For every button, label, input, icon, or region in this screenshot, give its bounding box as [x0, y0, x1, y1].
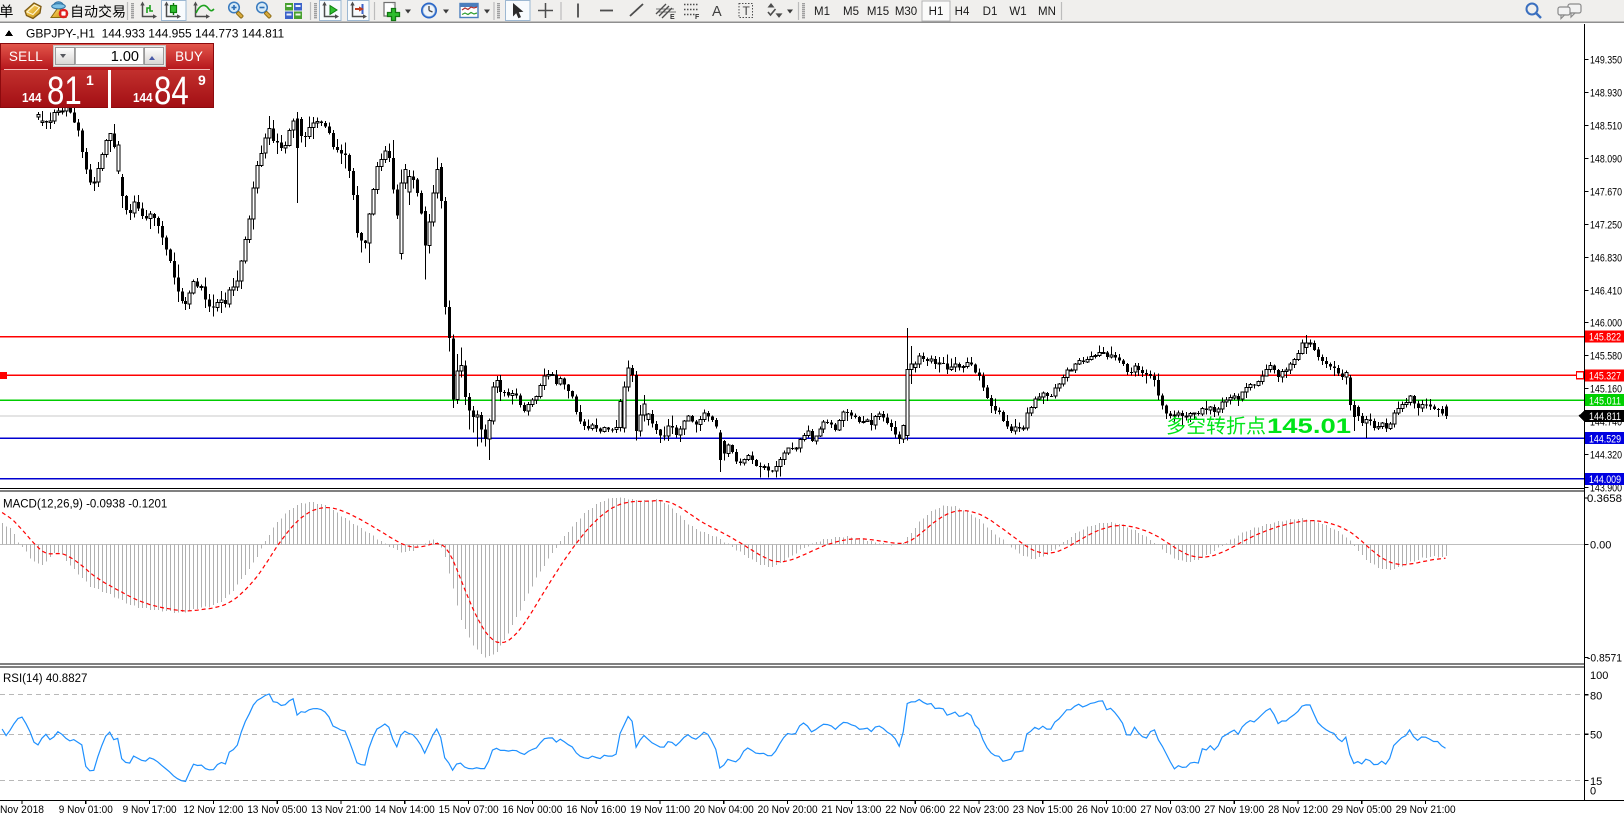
- svg-text:148.930: 148.930: [1590, 87, 1622, 99]
- svg-text:80: 80: [1590, 690, 1602, 702]
- svg-text:16 Nov 00:00: 16 Nov 00:00: [502, 804, 562, 816]
- svg-text:16 Nov 16:00: 16 Nov 16:00: [566, 804, 626, 816]
- svg-text:D1: D1: [983, 6, 998, 18]
- svg-text:148.510: 148.510: [1590, 120, 1622, 132]
- svg-text:144.009: 144.009: [1589, 474, 1621, 486]
- svg-text:E: E: [670, 14, 675, 21]
- svg-text:13 Nov 05:00: 13 Nov 05:00: [247, 804, 307, 816]
- svg-text:MACD(12,26,9) -0.0938 -0.1201: MACD(12,26,9) -0.0938 -0.1201: [3, 499, 167, 511]
- svg-text:145.011: 145.011: [1589, 395, 1621, 407]
- svg-text:T: T: [743, 4, 751, 18]
- svg-text:144.320: 144.320: [1590, 450, 1622, 462]
- svg-text:20 Nov 20:00: 20 Nov 20:00: [758, 804, 818, 816]
- svg-text:19 Nov 11:00: 19 Nov 11:00: [630, 804, 690, 816]
- svg-text:29 Nov 21:00: 29 Nov 21:00: [1396, 804, 1456, 816]
- svg-text:GBPJPY-,H1 144.933 144.955 14: GBPJPY-,H1 144.933 144.955 144.773 144.8…: [26, 27, 285, 41]
- svg-text:22 Nov 06:00: 22 Nov 06:00: [885, 804, 945, 816]
- svg-text:M1: M1: [814, 6, 830, 18]
- svg-text:28 Nov 12:00: 28 Nov 12:00: [1268, 804, 1328, 816]
- svg-text:9 Nov 17:00: 9 Nov 17:00: [123, 804, 177, 816]
- svg-text:F: F: [695, 14, 700, 21]
- svg-text:M5: M5: [843, 6, 859, 18]
- svg-text:H4: H4: [955, 6, 970, 18]
- svg-text:145.01: 145.01: [1267, 415, 1351, 438]
- svg-text:0: 0: [1590, 786, 1596, 798]
- svg-text:145.160: 145.160: [1590, 384, 1622, 396]
- svg-text:9 Nov 01:00: 9 Nov 01:00: [59, 804, 113, 816]
- svg-text:20 Nov 04:00: 20 Nov 04:00: [694, 804, 754, 816]
- svg-text:21 Nov 13:00: 21 Nov 13:00: [821, 804, 881, 816]
- svg-text:15: 15: [1590, 776, 1602, 788]
- svg-text:MN: MN: [1038, 6, 1056, 18]
- svg-text:146.830: 146.830: [1590, 252, 1622, 264]
- svg-text:144.529: 144.529: [1589, 433, 1621, 445]
- svg-text:15 Nov 07:00: 15 Nov 07:00: [439, 804, 499, 816]
- svg-text:0.3658: 0.3658: [1587, 493, 1622, 505]
- svg-text:H1: H1: [929, 6, 944, 18]
- svg-text:100: 100: [1590, 670, 1608, 682]
- svg-text:M30: M30: [895, 6, 917, 18]
- svg-text:0.00: 0.00: [1590, 540, 1611, 552]
- svg-text:145.327: 145.327: [1589, 371, 1621, 383]
- svg-text:M15: M15: [867, 6, 889, 18]
- svg-text:143.900: 143.900: [1590, 483, 1622, 495]
- svg-text:14 Nov 14:00: 14 Nov 14:00: [375, 804, 435, 816]
- svg-text:145.580: 145.580: [1590, 351, 1622, 363]
- svg-text:23 Nov 15:00: 23 Nov 15:00: [1013, 804, 1073, 816]
- svg-text:145.822: 145.822: [1589, 332, 1621, 344]
- svg-text:148.090: 148.090: [1590, 153, 1622, 165]
- svg-text:147.670: 147.670: [1590, 186, 1622, 198]
- svg-text:27 Nov 03:00: 27 Nov 03:00: [1140, 804, 1200, 816]
- svg-text:147.250: 147.250: [1590, 219, 1622, 231]
- svg-text:22 Nov 23:00: 22 Nov 23:00: [949, 804, 1009, 816]
- svg-text:146.410: 146.410: [1590, 285, 1622, 297]
- svg-text:50: 50: [1590, 729, 1602, 741]
- svg-text:26 Nov 10:00: 26 Nov 10:00: [1077, 804, 1137, 816]
- svg-text:149.350: 149.350: [1590, 54, 1622, 66]
- svg-text:W1: W1: [1009, 6, 1026, 18]
- svg-text:12 Nov 12:00: 12 Nov 12:00: [183, 804, 243, 816]
- svg-text:146.000: 146.000: [1590, 318, 1622, 330]
- svg-text:13 Nov 21:00: 13 Nov 21:00: [311, 804, 371, 816]
- svg-text:29 Nov 05:00: 29 Nov 05:00: [1332, 804, 1392, 816]
- svg-text:RSI(14) 40.8827: RSI(14) 40.8827: [3, 673, 87, 685]
- svg-text:27 Nov 19:00: 27 Nov 19:00: [1204, 804, 1264, 816]
- svg-text:144.811: 144.811: [1589, 411, 1621, 423]
- svg-text:Nov 2018: Nov 2018: [0, 804, 44, 816]
- svg-text:A: A: [712, 4, 722, 20]
- svg-text:-0.8571: -0.8571: [1587, 653, 1622, 665]
